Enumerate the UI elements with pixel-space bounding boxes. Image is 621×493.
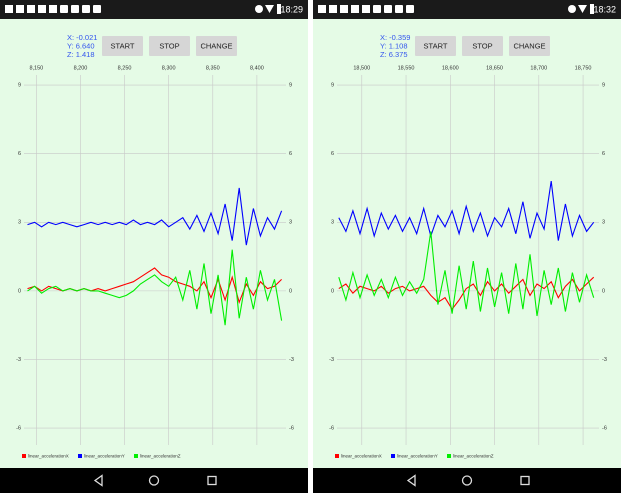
phone-screen: 18:32X: -0.359Y: 1.108Z: 6.375STARTSTOPC…	[313, 0, 621, 493]
screen-background	[313, 0, 621, 493]
x-tick-label: 8,400	[250, 65, 264, 71]
y-tick-label: 0	[331, 288, 334, 294]
y-tick-label: 0	[18, 288, 21, 294]
x-tick-label: 8,300	[162, 65, 176, 71]
button-label[interactable]: CHANGE	[513, 41, 545, 50]
status-icon	[568, 5, 576, 13]
y-tick-label: 3	[602, 220, 605, 226]
x-tick-label: 18,750	[575, 65, 592, 71]
status-icon	[384, 5, 392, 13]
status-time: 18:29	[280, 4, 303, 14]
status-icon	[395, 5, 403, 13]
y-tick-label: 9	[602, 83, 605, 89]
y-tick-label: 3	[18, 220, 21, 226]
x-tick-label: 18,500	[353, 65, 370, 71]
button-label[interactable]: STOP	[472, 41, 492, 50]
legend-swatch	[134, 454, 138, 458]
status-icon	[93, 5, 101, 13]
nav-bar	[313, 468, 621, 493]
legend-swatch	[447, 454, 451, 458]
y-tick-label: 6	[18, 151, 21, 157]
x-tick-label: 8,150	[29, 65, 43, 71]
button-label[interactable]: CHANGE	[200, 41, 232, 50]
button-label[interactable]: START	[111, 41, 135, 50]
status-icon	[60, 5, 68, 13]
x-tick-label: 8,250	[118, 65, 132, 71]
status-icon	[49, 5, 57, 13]
y-tick-label: -6	[329, 426, 334, 432]
legend-swatch	[391, 454, 395, 458]
x-tick-label: 8,200	[74, 65, 88, 71]
y-tick-label: 9	[331, 83, 334, 89]
status-icon	[255, 5, 263, 13]
x-tick-label: 18,700	[530, 65, 547, 71]
status-icon	[318, 5, 326, 13]
legend-label: linear_accelerationY	[397, 454, 438, 459]
status-icon	[362, 5, 370, 13]
status-icon	[82, 5, 90, 13]
readout-value: Z: 1.418	[67, 50, 95, 59]
legend-label: linear_accelerationZ	[140, 454, 181, 459]
legend-swatch	[335, 454, 339, 458]
status-icon	[351, 5, 359, 13]
y-tick-label: 9	[289, 83, 292, 89]
legend-swatch	[78, 454, 82, 458]
y-tick-label: 9	[18, 83, 21, 89]
legend-label: linear_accelerationX	[28, 454, 69, 459]
y-tick-label: -6	[16, 426, 21, 432]
status-icon	[38, 5, 46, 13]
button-label[interactable]: STOP	[159, 41, 179, 50]
status-icon	[406, 5, 414, 13]
y-tick-label: 6	[331, 151, 334, 157]
screen-divider	[308, 0, 313, 493]
status-icon	[16, 5, 24, 13]
x-tick-label: 8,350	[206, 65, 220, 71]
status-icon	[5, 5, 13, 13]
x-tick-label: 18,650	[486, 65, 503, 71]
y-tick-label: -3	[16, 357, 21, 363]
y-tick-label: -6	[289, 426, 294, 432]
readout-value: Z: 6.375	[380, 50, 408, 59]
y-tick-label: -3	[289, 357, 294, 363]
legend-label: linear_accelerationY	[84, 454, 125, 459]
status-icon	[373, 5, 381, 13]
y-tick-label: 0	[289, 288, 292, 294]
screen-background	[0, 0, 308, 493]
status-icon	[329, 5, 337, 13]
button-label[interactable]: START	[424, 41, 448, 50]
legend-label: linear_accelerationZ	[453, 454, 494, 459]
y-tick-label: -3	[329, 357, 334, 363]
y-tick-label: 6	[602, 151, 605, 157]
status-icon	[340, 5, 348, 13]
y-tick-label: -3	[602, 357, 607, 363]
y-tick-label: 3	[331, 220, 334, 226]
status-time: 18:32	[593, 4, 616, 14]
legend-swatch	[22, 454, 26, 458]
nav-bar	[0, 468, 308, 493]
legend-label: linear_accelerationX	[341, 454, 382, 459]
y-tick-label: -6	[602, 426, 607, 432]
screenshot: 18:29X: -0.021Y: 6.640Z: 1.418STARTSTOPC…	[0, 0, 621, 493]
y-tick-label: 6	[289, 151, 292, 157]
y-tick-label: 0	[602, 288, 605, 294]
x-tick-label: 18,600	[442, 65, 459, 71]
status-icon	[71, 5, 79, 13]
x-tick-label: 18,550	[398, 65, 415, 71]
status-icon	[27, 5, 35, 13]
y-tick-label: 3	[289, 220, 292, 226]
